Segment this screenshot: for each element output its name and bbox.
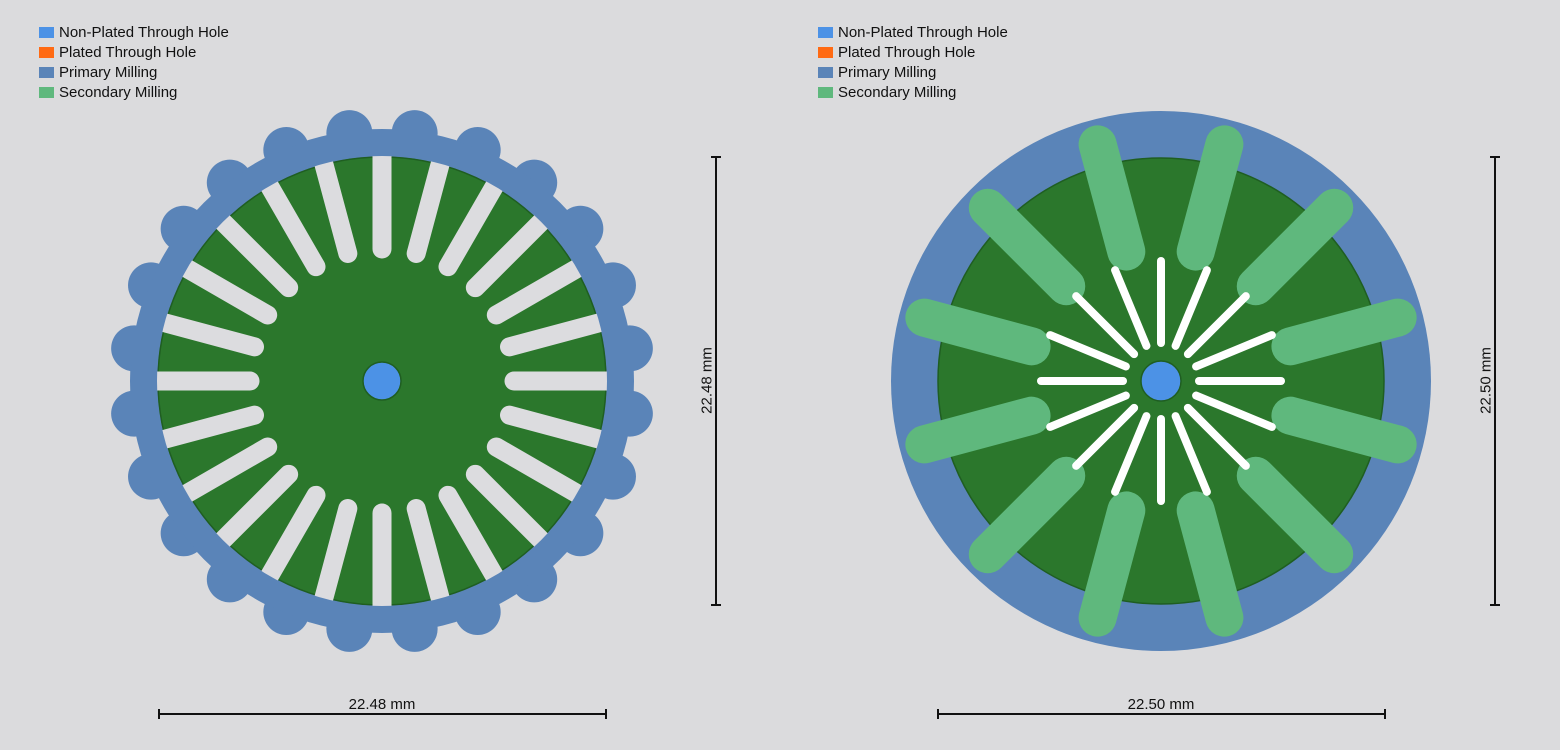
- right-height-dimension: [1490, 156, 1500, 606]
- radial-slot: [310, 139, 358, 263]
- radial-slot: [1072, 403, 1139, 470]
- legend-label: Plated Through Hole: [59, 43, 197, 61]
- radial-slot: [1183, 292, 1250, 359]
- legend-item-primary-milling: Primary Milling: [818, 62, 1008, 82]
- secondary-milling-lobe: [1271, 396, 1417, 464]
- radial-slot: [1046, 331, 1130, 371]
- radial-slot: [486, 251, 600, 325]
- secondary-milling-lobe: [1236, 456, 1354, 574]
- secondary-milling-lobe: [1236, 188, 1354, 306]
- radial-slot: [202, 201, 299, 298]
- secondary-milling-lobe: [905, 298, 1051, 366]
- legend-label: Primary Milling: [59, 63, 158, 81]
- secondary-milling-lobe: [968, 188, 1086, 306]
- radial-slot: [252, 163, 326, 277]
- swatch-non-plated: [818, 26, 833, 38]
- left-height-dimension: [711, 156, 721, 606]
- radial-slot: [438, 163, 512, 277]
- radial-slot: [500, 309, 624, 357]
- radial-slot: [310, 499, 358, 623]
- radial-slot: [140, 405, 264, 453]
- radial-slot: [406, 139, 454, 263]
- right-height-label: 22.50 mm: [1477, 347, 1495, 414]
- secondary-milling-lobe: [1176, 491, 1244, 637]
- radial-slot: [140, 309, 264, 357]
- radial-slot: [1192, 391, 1276, 431]
- radial-slot: [1183, 403, 1250, 470]
- radial-slot: [1111, 266, 1151, 350]
- radial-slot: [1192, 331, 1276, 371]
- radial-slot: [486, 437, 600, 511]
- radial-slot: [164, 251, 278, 325]
- legend-item-secondary-milling: Secondary Milling: [39, 82, 229, 102]
- legend-item-plated: Plated Through Hole: [818, 42, 1008, 62]
- radial-slot: [1111, 412, 1151, 496]
- right-width-label: 22.50 mm: [1127, 696, 1195, 713]
- swatch-non-plated: [39, 26, 54, 38]
- legend-item-non-plated: Non-Plated Through Hole: [818, 22, 1008, 42]
- right-board: [891, 111, 1431, 651]
- primary-milling-edge: [131, 130, 633, 632]
- secondary-milling-lobe: [905, 396, 1051, 464]
- radial-slot: [252, 485, 326, 599]
- left-board: [111, 110, 653, 652]
- radial-slot: [1171, 266, 1211, 350]
- legend-label: Secondary Milling: [838, 83, 957, 101]
- legend-label: Secondary Milling: [59, 83, 178, 101]
- secondary-milling-lobe: [1176, 125, 1244, 271]
- left-height-label: 22.48 mm: [698, 347, 716, 414]
- left-width-dimension: [158, 709, 607, 719]
- radial-slot: [164, 437, 278, 511]
- swatch-plated: [818, 46, 833, 58]
- legend-item-plated: Plated Through Hole: [39, 42, 229, 62]
- swatch-primary-milling: [39, 66, 54, 78]
- swatch-secondary-milling: [39, 86, 54, 98]
- secondary-milling-lobe: [1078, 491, 1146, 637]
- secondary-milling-lobe: [968, 456, 1086, 574]
- swatch-primary-milling: [818, 66, 833, 78]
- secondary-milling-lobe: [1078, 125, 1146, 271]
- legend-item-primary-milling: Primary Milling: [39, 62, 229, 82]
- legend-label: Non-Plated Through Hole: [838, 23, 1008, 41]
- radial-slot: [438, 485, 512, 599]
- radial-slot: [406, 499, 454, 623]
- swatch-plated: [39, 46, 54, 58]
- legend-item-secondary-milling: Secondary Milling: [818, 82, 1008, 102]
- right-width-dimension: [937, 709, 1386, 719]
- radial-slot: [202, 464, 299, 561]
- left-width-label: 22.48 mm: [348, 696, 416, 713]
- swatch-secondary-milling: [818, 86, 833, 98]
- center-hole: [362, 361, 402, 401]
- radial-slot: [465, 201, 562, 298]
- radial-slot: [1072, 292, 1139, 359]
- legend-label: Primary Milling: [838, 63, 937, 81]
- radial-slot: [500, 405, 624, 453]
- secondary-milling-lobe: [1271, 298, 1417, 366]
- legend-left: Non-Plated Through Hole Plated Through H…: [39, 22, 229, 102]
- radial-slot: [1046, 391, 1130, 431]
- radial-slot: [465, 464, 562, 561]
- radial-slot: [1171, 412, 1211, 496]
- legend-right: Non-Plated Through Hole Plated Through H…: [818, 22, 1008, 102]
- legend-label: Plated Through Hole: [838, 43, 976, 61]
- center-hole: [1140, 360, 1182, 402]
- legend-item-non-plated: Non-Plated Through Hole: [39, 22, 229, 42]
- legend-label: Non-Plated Through Hole: [59, 23, 229, 41]
